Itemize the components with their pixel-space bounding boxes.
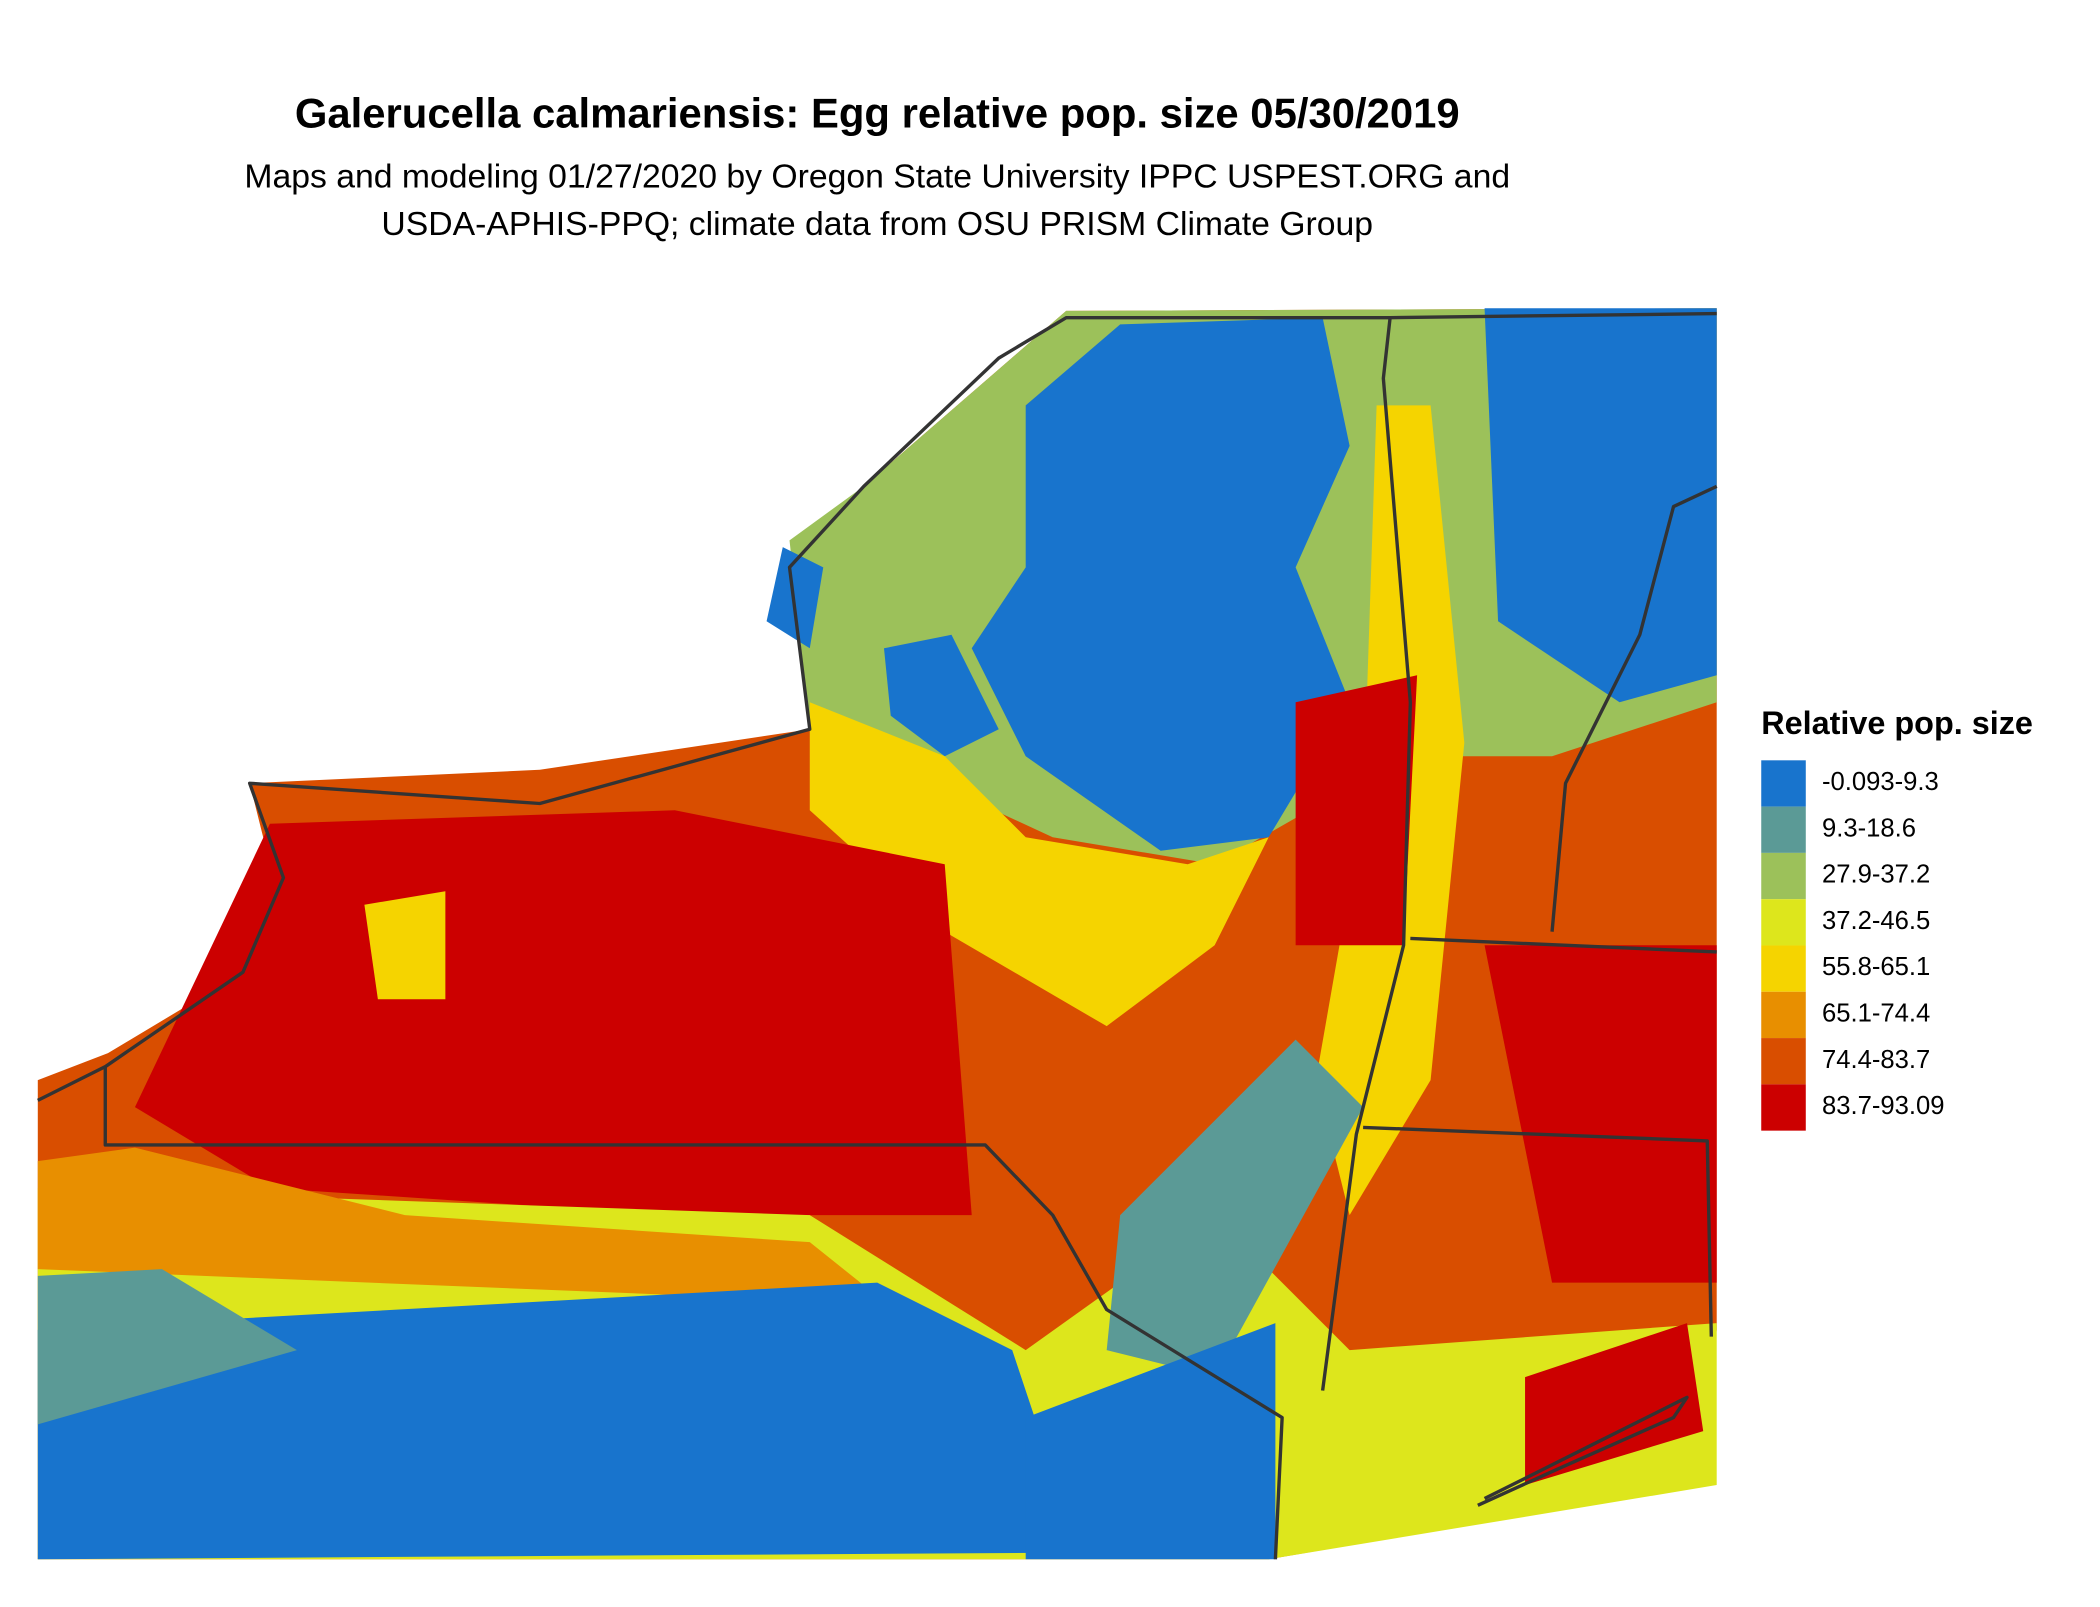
map-region [1295, 675, 1418, 946]
legend-label: 55.8-65.1 [1822, 953, 1930, 981]
state-border [1550, 484, 1718, 932]
legend: -0.093-9.3 9.3-18.6 27.9-37.2 37.2-46.5 55.8… [1761, 760, 1945, 1131]
map-region [883, 634, 999, 757]
map-region [971, 317, 1350, 851]
map-region [1484, 945, 1717, 1283]
legend-label: 83.7-93.09 [1822, 1092, 1945, 1120]
legend-swatch [1761, 1084, 1806, 1131]
legend-swatch [1761, 945, 1806, 992]
legend-label: -0.093-9.3 [1822, 768, 1939, 796]
legend-swatch [1761, 991, 1806, 1039]
legend-swatch [1761, 806, 1806, 853]
map-region [809, 702, 1269, 1027]
legend-label: 37.2-46.5 [1822, 907, 1930, 935]
map-region [1484, 308, 1717, 703]
map-region [37, 1269, 297, 1425]
map-region [364, 891, 446, 1000]
map-subtitle: Maps and modeling 01/27/2020 by Oregon S… [244, 158, 1510, 196]
legend-label: 9.3-18.6 [1822, 814, 1916, 842]
state-border [37, 315, 1413, 1391]
state-border [103, 1066, 1284, 1560]
map-region [134, 810, 972, 1216]
legend-swatch [1761, 899, 1806, 946]
legend-label: 27.9-37.2 [1822, 861, 1930, 889]
map [37, 308, 1718, 1560]
legend-label: 65.1-74.4 [1822, 999, 1930, 1027]
map-region [1525, 1323, 1704, 1486]
state-border [1390, 311, 1717, 320]
map-region [37, 1282, 1080, 1560]
legend-title: Relative pop. size [1761, 705, 2033, 741]
state-border [1363, 1125, 1713, 1337]
map-region [1025, 1323, 1276, 1560]
legend-swatch [1761, 760, 1806, 807]
legend-swatch [1761, 1038, 1806, 1085]
legend-label: 74.4-83.7 [1822, 1046, 1930, 1074]
map-subtitle: USDA-APHIS-PPQ; climate data from OSU PR… [381, 205, 1373, 243]
map-title: Galerucella calmariensis: Egg relative p… [295, 90, 1460, 137]
state-border [1477, 1395, 1689, 1507]
state-border [1410, 936, 1717, 954]
legend-swatch [1761, 852, 1806, 900]
map-region [1106, 1039, 1364, 1378]
